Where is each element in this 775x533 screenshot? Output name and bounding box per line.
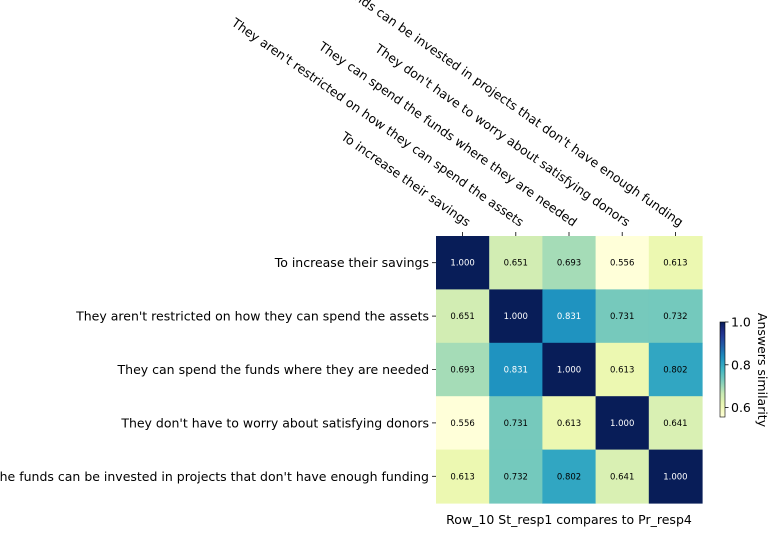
cell-value-label: 1.000 [610,419,634,429]
heatmap-cell [489,236,543,290]
cell-value-label: 0.802 [557,472,581,482]
cell-value-label: 1.000 [450,259,474,269]
colorbar-tick-label: 0.8 [731,357,751,372]
cell-value-label: 0.802 [663,366,687,376]
cell-value-label: 1.000 [504,312,528,322]
heatmap-cell [436,236,490,290]
cell-value-label: 1.000 [663,472,687,482]
heatmap-cell [489,449,543,504]
colorbar-tick-label: 1.0 [731,315,751,330]
cell-value-label: 0.613 [663,259,687,269]
heatmap-cell [436,289,490,344]
heatmap-cell [648,396,703,451]
cell-value-label: 0.732 [504,472,528,482]
heatmap-cell [436,342,490,397]
cell-value-label: 0.651 [504,259,528,269]
heatmap-cell [595,289,650,344]
heatmap-cell [489,342,543,397]
cell-value-label: 0.731 [610,312,634,322]
row-label: They can spend the funds where they are … [117,362,429,377]
cell-value-label: 0.556 [610,259,634,269]
heatmap-cell [436,449,490,504]
row-label: They don't have to worry about satisfyin… [120,415,429,430]
heatmap-cell [436,396,490,451]
cell-value-label: 0.641 [610,472,634,482]
colorbar-tick-label: 0.6 [731,400,751,415]
cell-value-label: 0.556 [450,419,474,429]
heatmap-cell [648,342,703,397]
heatmap-cell [595,449,650,504]
cell-value-label: 0.831 [557,312,581,322]
cell-value-label: 0.731 [504,419,528,429]
colorbar: 0.6 0.8 1.0 [719,315,751,418]
heatmap-cell [489,289,543,344]
row-label: The funds can be invested in projects th… [0,469,429,484]
cell-value-label: 0.613 [557,419,581,429]
heatmap-cell [542,236,597,290]
heatmap-cells: 1.000 0.651 0.693 0.556 0.613 0.651 1.000 0.831… [436,236,703,504]
cell-value-label: 0.693 [450,366,474,376]
cell-value-label: 0.651 [450,312,474,322]
heatmap-cell [648,449,703,504]
heatmap-cell [648,236,703,290]
row-labels: To increase their savings They aren't res… [0,255,436,484]
row-label: They aren't restricted on how they can s… [75,309,429,324]
cell-value-label: 0.641 [663,419,687,429]
cell-value-label: 0.831 [504,366,528,376]
colorbar-title: Answers similarity [755,313,770,428]
heatmap-cell [595,396,650,451]
heatmap-cell [542,449,597,504]
cell-value-label: 0.693 [557,259,581,269]
cell-value-label: 1.000 [557,366,581,376]
cell-value-label: 0.732 [663,312,687,322]
row-label: To increase their savings [274,255,429,270]
heatmap-cell [489,396,543,451]
heatmap-cell [648,289,703,344]
cell-value-label: 0.613 [450,472,474,482]
heatmap-cell [542,342,597,397]
heatmap-cell [595,342,650,397]
cell-value-label: 0.613 [610,366,634,376]
heatmap-cell [595,236,650,290]
colorbar-gradient [719,321,726,418]
heatmap-cell [542,289,597,344]
x-axis-title: Row_10 St_resp1 compares to Pr_resp4 [446,512,692,527]
heatmap-cell [542,396,597,451]
